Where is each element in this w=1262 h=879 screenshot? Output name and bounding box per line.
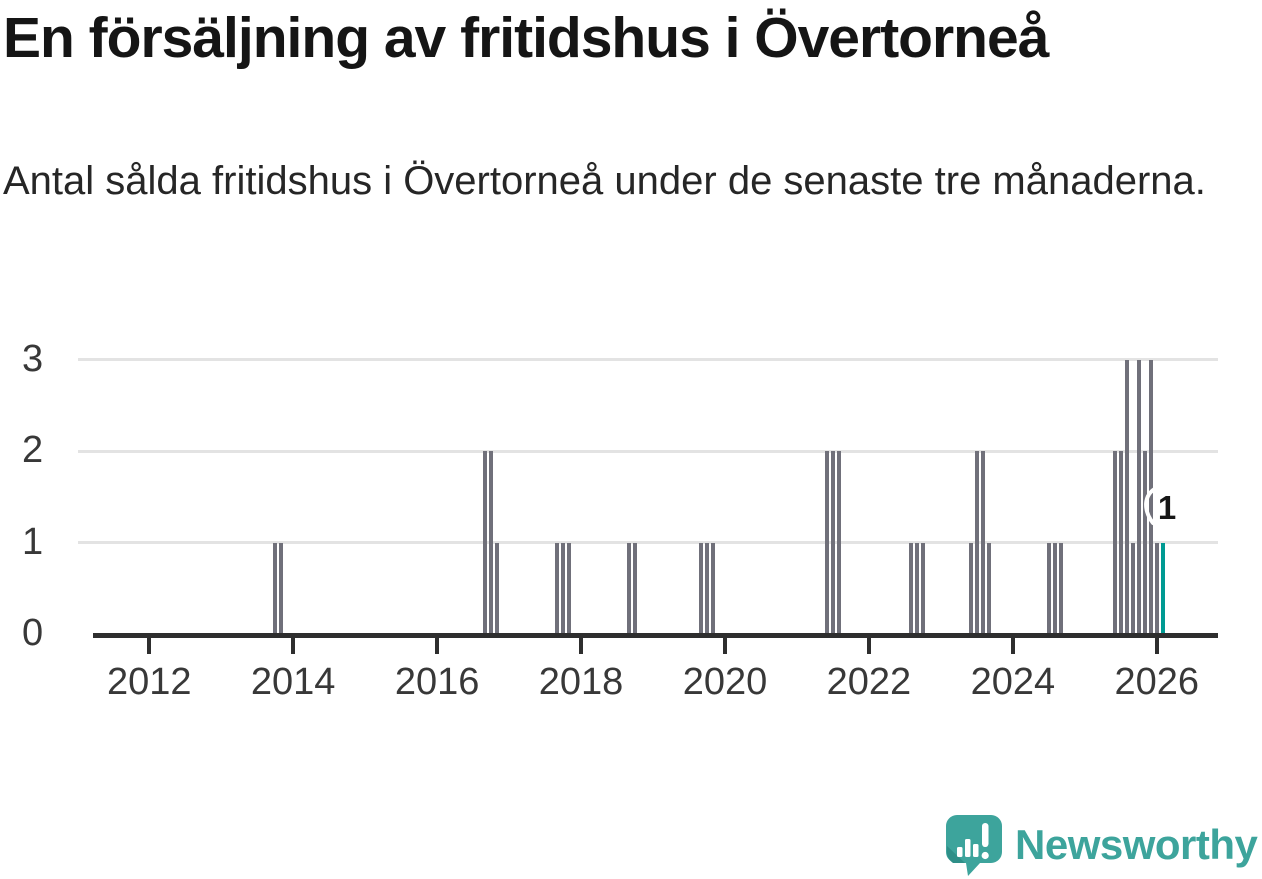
x-axis-tick-label: 2026: [1114, 661, 1200, 703]
gridline: [78, 541, 1218, 544]
chart-title: En försäljning av fritidshus i Övertorne…: [3, 6, 1049, 70]
x-axis-tick: [866, 638, 871, 654]
x-axis-tick: [723, 638, 727, 654]
bar: [632, 542, 638, 634]
bar: [974, 451, 980, 634]
bar: [830, 451, 836, 634]
x-axis-tick: [147, 638, 152, 654]
brand-footer: Newsworthy: [944, 813, 1258, 877]
y-axis-tick-label: 1: [22, 520, 44, 563]
bar: [920, 542, 926, 634]
chart-subtitle: Antal sålda fritidshus i Övertorneå unde…: [3, 159, 1206, 203]
bar-highlight-latest: [1160, 542, 1166, 634]
bar: [698, 542, 704, 634]
bar: [494, 542, 500, 634]
x-axis-tick-label: 2018: [538, 661, 624, 703]
bar: [1046, 542, 1052, 634]
bar: [560, 542, 566, 634]
x-axis-tick-label: 2012: [106, 661, 192, 703]
brand-name: Newsworthy: [1015, 821, 1258, 868]
bar: [488, 451, 494, 634]
y-axis-tick-label: 0: [22, 612, 44, 654]
bar: [908, 542, 914, 634]
bar: [482, 451, 488, 634]
gridline: [78, 449, 1218, 453]
bar: [968, 542, 974, 634]
bar: [278, 542, 284, 634]
bar: [980, 451, 986, 634]
bar: [626, 542, 632, 634]
gridline: [78, 358, 1218, 361]
y-axis-tick-label: 3: [22, 337, 44, 380]
bar: [1148, 359, 1154, 634]
bar: [1130, 542, 1136, 634]
bar: [272, 542, 278, 634]
bar: [986, 542, 992, 634]
bar: [914, 542, 920, 634]
x-axis-line: [93, 633, 1218, 638]
bar: [1154, 542, 1160, 634]
x-axis-tick: [1010, 638, 1015, 654]
x-axis-tick-label: 2020: [682, 661, 768, 703]
bar: [1124, 359, 1130, 634]
x-axis-tick-label: 2014: [250, 661, 336, 703]
bar: [1112, 451, 1118, 634]
bar: [1118, 451, 1124, 634]
bar: [1052, 542, 1058, 634]
bar: [1058, 542, 1064, 634]
bar: [824, 451, 830, 634]
bar: [704, 542, 710, 634]
x-axis-tick: [579, 638, 584, 654]
bar: [836, 451, 842, 634]
newsworthy-logo-icon: [946, 815, 1002, 876]
bar: [1142, 451, 1148, 634]
x-axis-tick-label: 2024: [970, 661, 1056, 703]
bar: [710, 542, 716, 634]
bar: [1136, 359, 1142, 634]
y-axis-tick-label: 2: [22, 429, 44, 471]
annotation-value-label: 1: [1157, 489, 1177, 526]
x-axis-tick-label: 2016: [394, 661, 480, 703]
x-axis-tick: [1154, 638, 1159, 654]
x-axis-tick: [291, 638, 296, 654]
x-axis-tick-label: 2022: [826, 661, 912, 703]
bar: [554, 542, 560, 634]
bar: [566, 542, 572, 634]
x-axis-tick: [435, 638, 440, 654]
